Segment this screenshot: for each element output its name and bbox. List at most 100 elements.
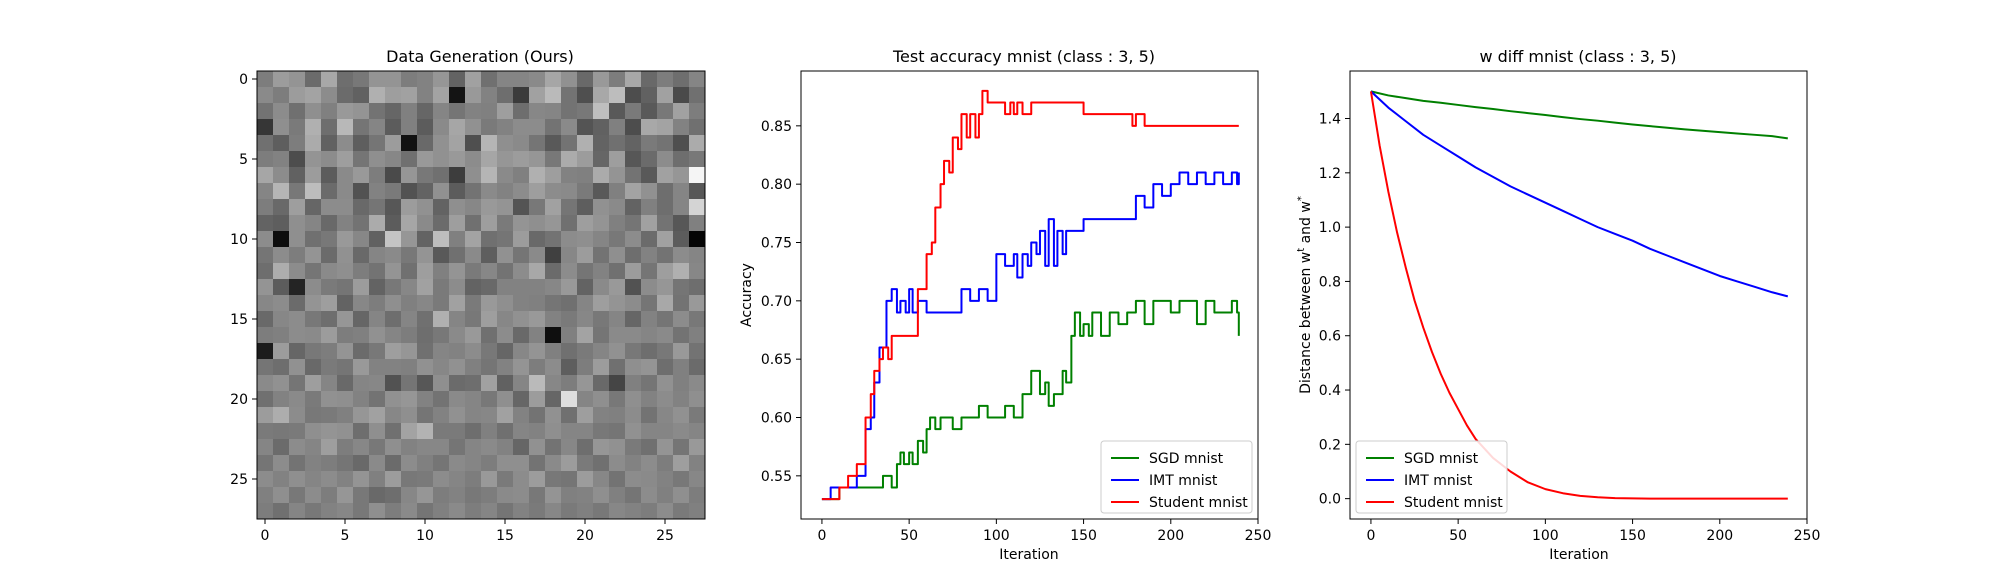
heatmap-cell [465,167,482,184]
heatmap-cell [481,231,498,248]
heatmap-cell [497,487,514,504]
heatmap-cell [321,295,338,312]
heatmap-cell [401,407,418,424]
heatmap-cell [433,103,450,120]
heatmap-cell [561,295,578,312]
heatmap-cell [417,215,434,232]
legend-label: SGD mnist [1149,451,1224,467]
heatmap-cell [577,391,594,408]
heatmap-cell [609,231,626,248]
heatmap-cell [321,471,338,488]
heatmap-cell [545,439,562,456]
heatmap-cell [449,295,466,312]
heatmap-cell [513,279,530,296]
heatmap-cell [609,135,626,152]
heatmap-cell [321,215,338,232]
heatmap-cell [657,311,674,328]
heatmap-cell [609,279,626,296]
heatmap-cell [289,439,306,456]
heatmap-cell [417,151,434,168]
heatmap-cell [289,231,306,248]
heatmap-cell [577,375,594,392]
heatmap-cell [497,471,514,488]
heatmap-cell [545,167,562,184]
heatmap-cell [465,215,482,232]
heatmap-cell [481,199,498,216]
heatmap-cell [593,471,610,488]
heatmap-cell [641,343,658,360]
heatmap-cell [273,199,290,216]
heatmap-cell [513,71,530,88]
heatmap-cell [385,103,402,120]
heatmap-cell [417,103,434,120]
legend-label: Student mnist [1149,495,1248,511]
heatmap-cell [657,119,674,136]
heatmap-cell [369,87,386,104]
heatmap-cell [625,183,642,200]
ytick-label: 0.65 [761,352,792,368]
heatmap-cell [369,311,386,328]
heatmap-cell [529,87,546,104]
heatmap-cell [545,183,562,200]
heatmap-cell [641,183,658,200]
heatmap-cell [305,359,322,376]
heatmap-cell [401,215,418,232]
heatmap-cell [369,167,386,184]
heatmap-cell [689,151,706,168]
heatmap-cell [417,439,434,456]
heatmap-cell [641,423,658,440]
heatmap-cell [401,391,418,408]
heatmap-cell [673,295,690,312]
heatmap-cell [289,71,306,88]
heatmap-cell [689,263,706,280]
heatmap-cell [305,295,322,312]
heatmap-cell [385,231,402,248]
heatmap-cell [513,439,530,456]
heatmap-cell [593,359,610,376]
heatmap-cell [257,263,274,280]
heatmap-cell [433,375,450,392]
heatmap-cell [609,295,626,312]
heatmap-cell [577,487,594,504]
heatmap-cell [545,343,562,360]
heatmap-cell [689,279,706,296]
legend-label: IMT mnist [1404,473,1473,489]
heatmap-cell [545,119,562,136]
heatmap-cell [593,407,610,424]
heatmap-cell [385,183,402,200]
heatmap-cell [561,311,578,328]
heatmap-cell [369,343,386,360]
heatmap-cell [529,439,546,456]
heatmap-cell [625,487,642,504]
heatmap-cell [353,503,370,520]
heatmap-cell [481,71,498,88]
heatmap-cell [497,503,514,520]
heatmap-cell [289,375,306,392]
heatmap-cell [625,391,642,408]
heatmap-cell [433,119,450,136]
heatmap-cell [529,375,546,392]
accuracy-title: Test accuracy mnist (class : 3, 5) [892,47,1155,66]
heatmap-cell [353,87,370,104]
heatmap-cell [465,343,482,360]
heatmap-cell [529,231,546,248]
heatmap-cell [513,391,530,408]
heatmap-cell [289,199,306,216]
heatmap-cell [641,311,658,328]
heatmap-cell [689,71,706,88]
heatmap-cell [625,327,642,344]
heatmap-cell [545,103,562,120]
heatmap-cell [417,359,434,376]
heatmap-cell [673,231,690,248]
heatmap-cell [401,343,418,360]
heatmap-cell [385,119,402,136]
wdiff-axes-frame [1349,70,1808,520]
heatmap-cell [257,87,274,104]
heatmap-cell [353,167,370,184]
heatmap-cell [625,71,642,88]
heatmap-cell [609,487,626,504]
heatmap-cell [577,343,594,360]
heatmap-cell [657,215,674,232]
heatmap-cell [449,103,466,120]
